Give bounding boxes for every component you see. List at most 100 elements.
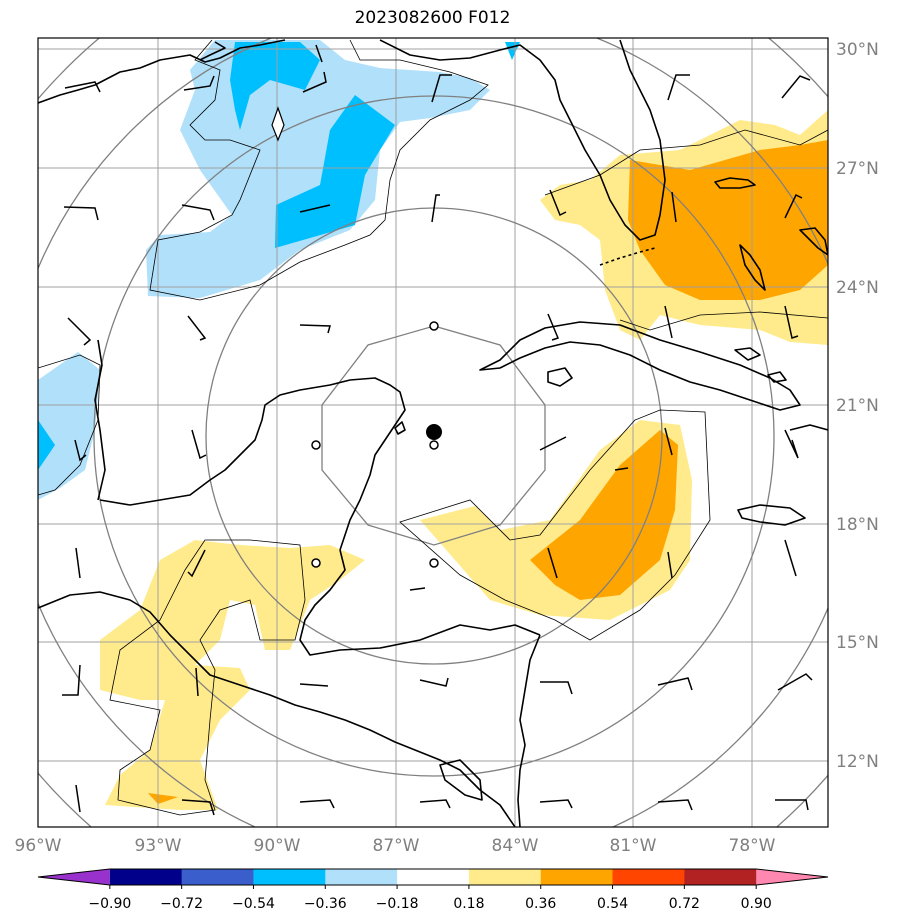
colorbar-tick-label: 0.36 xyxy=(525,896,556,912)
wind-barb xyxy=(62,664,81,696)
colorbar-tick-label: −0.90 xyxy=(88,896,131,912)
wind-barb xyxy=(75,784,81,813)
wind-barb xyxy=(431,194,440,223)
coast-cozumel xyxy=(394,421,406,435)
colorbar-tick-label: −0.54 xyxy=(232,896,275,912)
wind-barb xyxy=(784,539,797,577)
coast-central-america-north xyxy=(299,549,541,656)
lat-label: 30°N xyxy=(836,40,879,60)
wind-barb xyxy=(315,44,323,63)
wind-barb xyxy=(181,204,215,221)
colorbar-labels: −0.90 −0.72 −0.54 −0.36 −0.18 0.18 0.36 0.54 0.7… xyxy=(88,896,771,912)
lon-label: 81°W xyxy=(610,836,657,856)
wind-barb xyxy=(664,305,673,339)
field-positive-mid-southwest xyxy=(148,793,178,804)
wind-barb xyxy=(419,677,449,687)
colorbar-tick-label: 0.18 xyxy=(453,896,484,912)
wind-barb xyxy=(63,206,99,221)
field-positive-light-southwest xyxy=(100,540,365,810)
colorbar-cell xyxy=(540,869,614,885)
coast-gulf-north xyxy=(38,39,286,104)
wind-barb xyxy=(74,439,87,462)
field-negative-small-top xyxy=(505,42,520,60)
wind-barb xyxy=(664,427,673,456)
lon-label: 96°W xyxy=(15,836,62,856)
wind-barb xyxy=(302,71,327,93)
wind-barb xyxy=(64,81,101,93)
colorbar-tick-label: −0.36 xyxy=(304,896,347,912)
graticule xyxy=(38,38,828,827)
wind-barb xyxy=(671,191,677,223)
field-negative-light-north xyxy=(146,40,490,298)
lon-label: 84°W xyxy=(492,836,539,856)
coast-bahamas-3 xyxy=(799,227,828,256)
station-marker xyxy=(429,558,439,568)
station-marker xyxy=(429,440,439,450)
wind-barb xyxy=(547,547,558,579)
coast-bahamas-1 xyxy=(714,177,756,189)
field-negative-mid-north xyxy=(230,42,320,130)
coast-campeche xyxy=(99,377,406,551)
lon-label: 93°W xyxy=(135,836,182,856)
coast-cuba xyxy=(479,321,801,411)
lon-label: 90°W xyxy=(254,836,301,856)
field-negative-light-west xyxy=(38,352,100,500)
colorbar: −0.90 −0.72 −0.54 −0.36 −0.18 0.18 0.36 0.54 0.7… xyxy=(37,868,829,912)
coast-pacific-mexico xyxy=(38,591,516,827)
field-positive-mid-northeast xyxy=(628,140,828,300)
station-marker xyxy=(311,558,321,568)
lat-label: 12°N xyxy=(836,752,879,772)
wind-barb xyxy=(299,204,331,213)
coast-hispaniola xyxy=(789,424,828,431)
wind-barb xyxy=(657,799,693,811)
markers xyxy=(271,106,442,568)
lat-label: 21°N xyxy=(836,396,879,416)
coast-small-island-2 xyxy=(614,467,629,471)
lon-label: 78°W xyxy=(729,836,776,856)
coast-florida-panhandle xyxy=(379,39,666,241)
colorbar-tick-label: −0.72 xyxy=(160,896,203,912)
colorbar-cell xyxy=(397,869,470,885)
lat-label: 18°N xyxy=(836,515,879,535)
wind-barb xyxy=(784,429,799,459)
wind-barbs xyxy=(62,44,813,816)
wind-barb xyxy=(191,429,207,460)
coast-bahamas-2 xyxy=(739,244,766,291)
wind-barb xyxy=(299,683,329,687)
coast-jamaica xyxy=(737,504,806,526)
shaded-field-layer xyxy=(38,40,828,810)
wind-barb xyxy=(657,677,693,691)
wind-barb xyxy=(547,313,560,341)
wind-barb xyxy=(549,189,567,217)
coastlines xyxy=(38,39,828,827)
colorbar-cells xyxy=(37,868,829,886)
wind-barb xyxy=(181,799,215,816)
coast-louisiana xyxy=(199,41,226,61)
wind-barb xyxy=(187,315,207,341)
colorbar-cell xyxy=(612,869,685,885)
colorbar-tick-label: 0.72 xyxy=(669,896,700,912)
wind-barb xyxy=(539,799,573,809)
station-marker xyxy=(311,440,321,450)
colorbar-tick-label: −0.18 xyxy=(376,896,419,912)
wind-barb xyxy=(777,673,813,691)
wind-barb xyxy=(195,667,199,697)
wind-barb xyxy=(775,799,809,811)
coast-mexico-east xyxy=(94,339,106,501)
field-negative-mid-west xyxy=(38,420,55,470)
wind-barb xyxy=(187,549,206,578)
latitude-labels: 30°N 27°N 24°N 21°N 18°N 15°N 12°N xyxy=(836,40,879,772)
wind-barb xyxy=(183,75,215,91)
station-marker-diamond xyxy=(271,106,285,142)
longitude-labels: 96°W 93°W 90°W 87°W 84°W 81°W 78°W xyxy=(15,836,776,856)
map-frame xyxy=(37,37,829,828)
colorbar-cell xyxy=(684,869,757,885)
wind-barb xyxy=(419,799,451,809)
coast-central-america-east xyxy=(517,634,541,827)
wind-barb xyxy=(67,317,92,346)
ring-inner xyxy=(321,325,546,546)
wind-barb xyxy=(431,74,452,103)
colorbar-cell xyxy=(253,869,326,885)
